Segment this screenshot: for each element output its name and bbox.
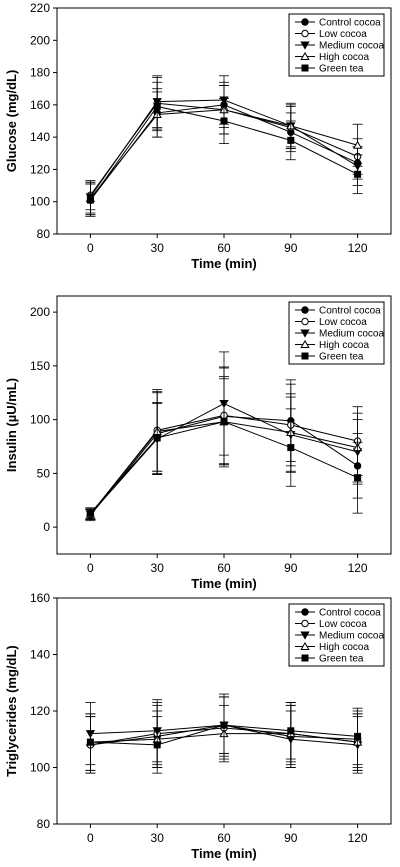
- legend-label: Control cocoa: [319, 608, 381, 619]
- x-tick-label: 90: [284, 561, 298, 575]
- y-axis-title: Glucose (mg/dL): [4, 70, 19, 173]
- y-tick-label: 160: [30, 98, 50, 112]
- x-tick-label: 120: [348, 241, 368, 255]
- chart-panel-1: 80 100 120 140 160 180 200 220 0 30 60 90 120 Time (m…: [4, 1, 392, 271]
- series-5: [85, 81, 363, 217]
- chart-panel-2: 0 50 100 150 200 0 30 60 90 120 Time (min) Insulin …: [4, 295, 392, 591]
- x-axis-title: Time (min): [191, 256, 257, 271]
- legend-marker: [301, 608, 309, 616]
- y-tick-label: 80: [37, 817, 51, 831]
- x-tick-label: 60: [217, 831, 231, 845]
- y-tick-label: 0: [43, 520, 50, 534]
- data-point: [220, 721, 228, 729]
- y-axis-title: Insulin (µU/mL): [4, 378, 19, 472]
- y-tick-label: 150: [30, 359, 50, 373]
- legend-marker: [301, 64, 309, 72]
- y-tick-label: 140: [30, 130, 50, 144]
- data-point: [354, 170, 362, 178]
- legend-label: Low cocoa: [319, 317, 367, 328]
- y-tick-label: 220: [30, 1, 50, 15]
- legend-label: Low cocoa: [319, 29, 367, 40]
- legend-label: Low cocoa: [319, 619, 367, 630]
- legend-label: High cocoa: [319, 642, 369, 653]
- x-axis-title: Time (min): [191, 576, 257, 591]
- x-tick-label: 90: [284, 241, 298, 255]
- data-point: [153, 434, 161, 442]
- x-tick-label: 90: [284, 831, 298, 845]
- y-tick-label: 160: [30, 591, 50, 605]
- legend-label: Medium cocoa: [319, 631, 384, 642]
- legend-marker: [300, 51, 310, 60]
- x-tick-label: 120: [348, 561, 368, 575]
- y-tick-label: 50: [37, 466, 51, 480]
- chart-panel-3: 80 100 120 140 160 0 30 60 90 120 Time (min) Trigly…: [4, 591, 392, 861]
- data-point: [287, 444, 295, 452]
- x-tick-label: 60: [217, 561, 231, 575]
- data-point: [354, 732, 362, 740]
- legend-label: Control cocoa: [319, 306, 381, 317]
- y-tick-label: 200: [30, 33, 50, 47]
- x-tick-label: 0: [87, 561, 94, 575]
- series-5: [85, 378, 363, 519]
- data-point: [86, 738, 94, 746]
- legend-label: Medium cocoa: [319, 329, 384, 340]
- legend-label: Green tea: [319, 352, 364, 363]
- x-axis-title: Time (min): [191, 846, 257, 861]
- legend-marker: [301, 317, 309, 326]
- x-tick-label: 120: [348, 831, 368, 845]
- legend-marker: [301, 654, 309, 662]
- y-tick-label: 180: [30, 66, 50, 80]
- y-tick-label: 100: [30, 195, 50, 209]
- legend-marker: [301, 18, 309, 26]
- legend-label: High cocoa: [319, 340, 369, 351]
- legend-marker: [301, 29, 309, 38]
- data-point: [220, 418, 228, 426]
- series-5: [85, 696, 363, 774]
- data-point: [287, 727, 295, 735]
- legend-label: Medium cocoa: [319, 41, 384, 52]
- x-tick-label: 30: [151, 561, 165, 575]
- y-axis-title: Triglycerides (mg/dL): [4, 645, 19, 776]
- data-point: [220, 117, 228, 125]
- data-point: [86, 509, 94, 517]
- y-tick-label: 120: [30, 704, 50, 718]
- y-tick-label: 80: [37, 227, 51, 241]
- legend-marker: [300, 41, 310, 50]
- legend-marker: [300, 631, 310, 640]
- data-point: [153, 741, 161, 749]
- legend-label: Green tea: [319, 64, 364, 75]
- y-tick-label: 200: [30, 305, 50, 319]
- data-point: [287, 136, 295, 144]
- x-tick-label: 60: [217, 241, 231, 255]
- legend-marker: [300, 641, 310, 650]
- data-point: [354, 474, 362, 482]
- legend-marker: [301, 619, 309, 628]
- legend-marker: [301, 352, 309, 360]
- legend-label: Green tea: [319, 654, 364, 665]
- x-tick-label: 30: [151, 831, 165, 845]
- legend-marker: [300, 329, 310, 338]
- data-point: [153, 102, 161, 110]
- x-tick-label: 30: [151, 241, 165, 255]
- data-point: [86, 196, 94, 204]
- data-point: [352, 140, 363, 149]
- legend-label: Control cocoa: [319, 18, 381, 29]
- y-tick-label: 100: [30, 413, 50, 427]
- legend-label: High cocoa: [319, 52, 369, 63]
- x-tick-label: 0: [87, 831, 94, 845]
- legend-marker: [300, 339, 310, 348]
- x-tick-label: 0: [87, 241, 94, 255]
- y-tick-label: 140: [30, 648, 50, 662]
- y-tick-label: 100: [30, 761, 50, 775]
- legend-marker: [301, 306, 309, 314]
- y-tick-label: 120: [30, 162, 50, 176]
